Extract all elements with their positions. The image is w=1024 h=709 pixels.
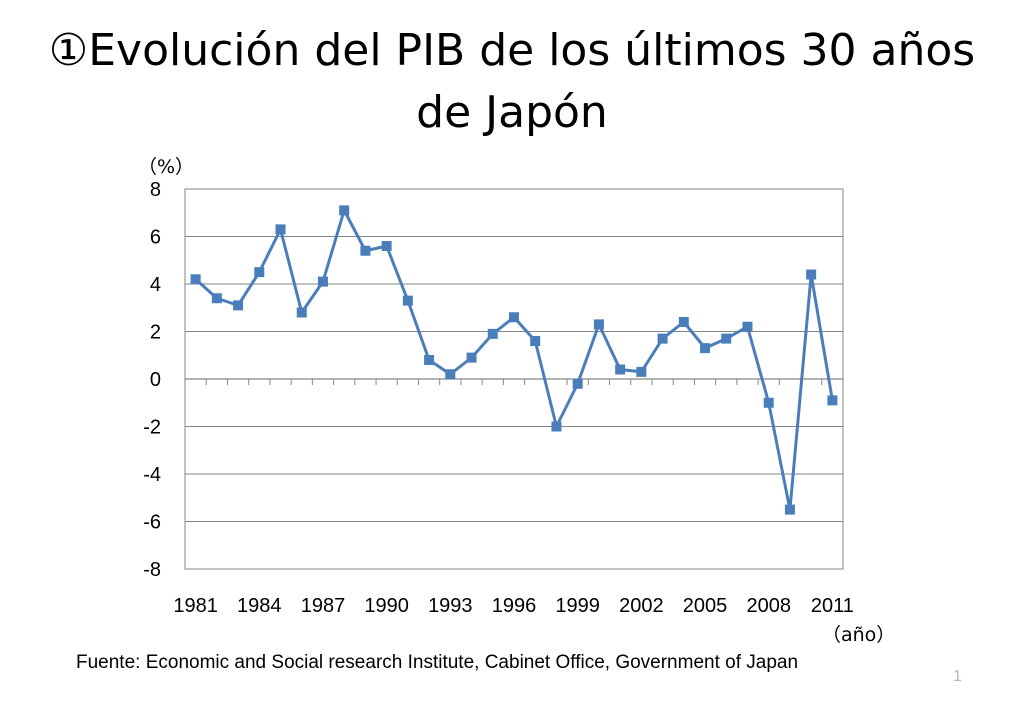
data-point bbox=[445, 369, 456, 380]
data-point bbox=[721, 333, 732, 344]
data-point bbox=[190, 274, 201, 285]
y-axis-unit-label: （%） bbox=[138, 156, 194, 178]
x-tick-label: 2011 bbox=[811, 595, 854, 617]
data-point bbox=[381, 241, 392, 251]
data-point bbox=[466, 352, 477, 363]
x-tick-label: 1996 bbox=[492, 595, 537, 617]
x-tick-label: 1984 bbox=[237, 595, 282, 617]
data-point bbox=[509, 312, 519, 323]
data-point bbox=[211, 293, 222, 304]
x-axis bbox=[184, 378, 844, 385]
x-tick-label: 1987 bbox=[301, 595, 346, 617]
data-point bbox=[784, 504, 795, 515]
x-tick-label: 2005 bbox=[683, 595, 728, 617]
data-point bbox=[487, 328, 498, 339]
data-point bbox=[424, 355, 435, 365]
series-gdp bbox=[190, 205, 838, 515]
data-point bbox=[827, 395, 838, 406]
series-line bbox=[194, 208, 834, 512]
data-point bbox=[360, 245, 371, 256]
data-point bbox=[530, 336, 541, 346]
data-point bbox=[615, 364, 626, 375]
data-point bbox=[700, 343, 711, 354]
data-point bbox=[317, 276, 328, 287]
source-note: Fuente: Economic and Social research Ins… bbox=[76, 652, 799, 673]
x-tick-label: 1981 bbox=[173, 595, 218, 617]
x-tick-label: 1993 bbox=[428, 595, 473, 617]
data-point bbox=[402, 295, 413, 306]
data-point bbox=[254, 267, 265, 278]
x-tick-label: 2008 bbox=[746, 595, 791, 617]
data-point bbox=[233, 300, 244, 311]
x-axis-unit-label: （año） bbox=[822, 624, 895, 646]
y-tick-label: 2 bbox=[150, 322, 161, 344]
y-tick-label: -8 bbox=[143, 559, 161, 581]
data-point bbox=[678, 317, 689, 327]
y-tick-label: 8 bbox=[150, 179, 161, 201]
data-point bbox=[339, 205, 350, 216]
data-point bbox=[593, 319, 604, 330]
y-tick-label: 6 bbox=[150, 227, 161, 249]
x-tick-label: 1999 bbox=[555, 595, 600, 617]
y-tick-label: 0 bbox=[150, 369, 161, 391]
slide-title: ①Evolución del PIB de los últimos 30 año… bbox=[48, 25, 976, 138]
x-tick-label: 1990 bbox=[364, 595, 409, 617]
data-point bbox=[275, 224, 286, 235]
data-point bbox=[742, 321, 753, 332]
y-tick-label: 4 bbox=[150, 274, 161, 296]
data-point bbox=[763, 397, 774, 408]
data-point bbox=[636, 366, 647, 377]
x-axis-tick-labels: 1981 1984 1987 1990 1993 1996 1999 2002 2005 2008… bbox=[173, 595, 854, 617]
y-tick-label: -6 bbox=[143, 512, 161, 534]
y-tick-label: -4 bbox=[143, 464, 161, 486]
x-tick-label: 2002 bbox=[619, 595, 664, 617]
y-axis-tick-labels: 8 6 4 2 0 -2 -4 -6 -8 bbox=[143, 179, 161, 581]
y-tick-label: -2 bbox=[143, 417, 161, 439]
data-point bbox=[296, 307, 307, 318]
data-point bbox=[572, 378, 583, 389]
page-number: 1 bbox=[953, 668, 962, 685]
data-point bbox=[806, 269, 817, 280]
data-point bbox=[657, 333, 668, 344]
data-point bbox=[551, 421, 562, 432]
